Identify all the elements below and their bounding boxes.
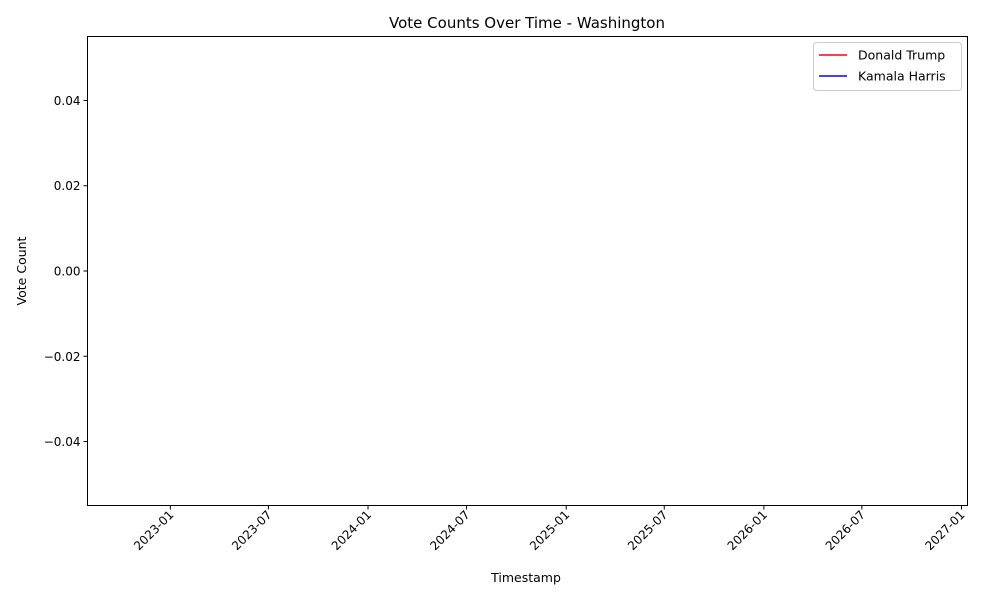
x-tick-label: 2023-01 bbox=[131, 508, 176, 553]
y-axis-label: Vote Count bbox=[14, 236, 29, 305]
x-tick-label: 2023-07 bbox=[229, 508, 274, 553]
x-tick-label: 2026-01 bbox=[725, 508, 770, 553]
x-axis: 2023-01 2023-07 2024-01 2024-07 2025-01 2025-… bbox=[131, 505, 968, 553]
y-tick-label: −0.04 bbox=[44, 435, 81, 449]
legend-label-kamala-harris: Kamala Harris bbox=[858, 69, 946, 84]
y-axis: 0.04 0.02 0.00 −0.02 −0.04 bbox=[44, 94, 88, 449]
legend-label-donald-trump: Donald Trump bbox=[858, 48, 945, 63]
x-tick-label: 2026-07 bbox=[823, 508, 868, 553]
x-axis-label: Timestamp bbox=[490, 570, 561, 585]
x-tick-label: 2027-01 bbox=[922, 508, 967, 553]
y-tick-label: 0.02 bbox=[54, 179, 81, 193]
y-tick-label: 0.00 bbox=[54, 265, 81, 279]
chart-title: Vote Counts Over Time - Washington bbox=[389, 14, 665, 32]
legend-box bbox=[813, 42, 962, 91]
plot-area bbox=[87, 36, 968, 506]
x-tick-label: 2025-07 bbox=[625, 508, 670, 553]
x-tick-label: 2025-01 bbox=[527, 508, 572, 553]
y-tick-label: 0.04 bbox=[54, 94, 81, 108]
x-tick-label: 2024-07 bbox=[427, 508, 472, 553]
x-tick-label: 2024-01 bbox=[329, 508, 374, 553]
legend: Donald Trump Kamala Harris bbox=[813, 42, 962, 91]
y-tick-label: −0.02 bbox=[44, 350, 81, 364]
